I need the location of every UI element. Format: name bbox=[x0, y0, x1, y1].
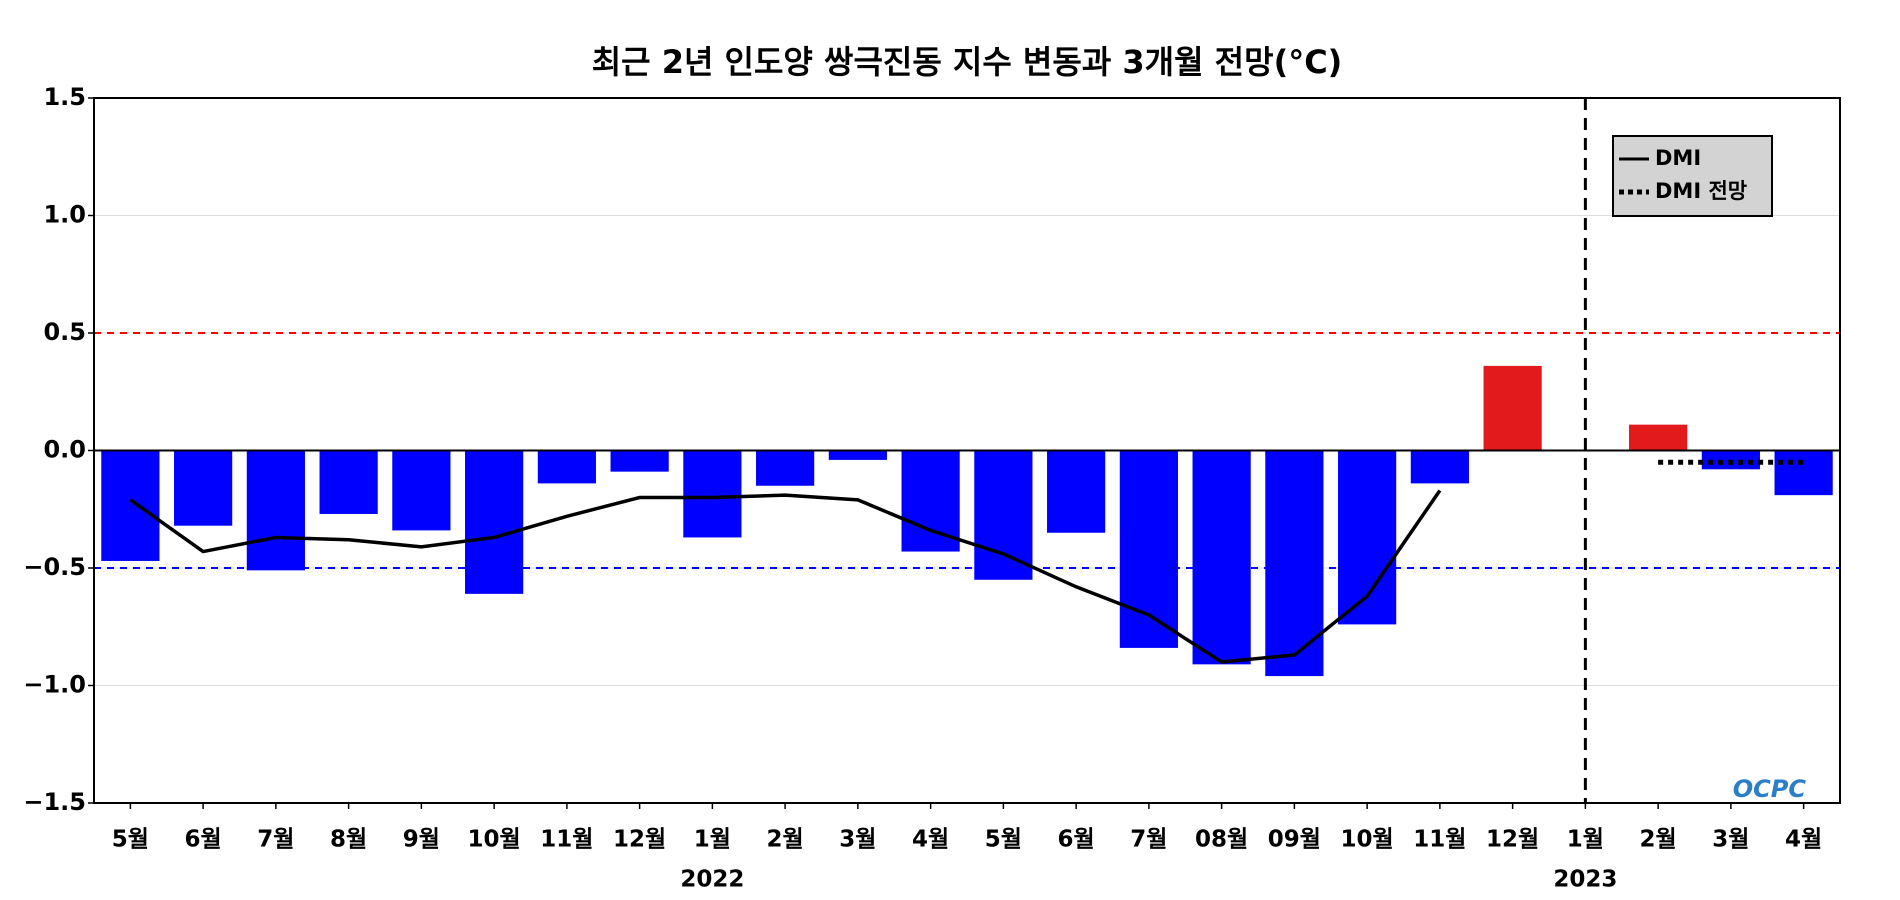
bar bbox=[974, 450, 1033, 580]
bar bbox=[1047, 450, 1106, 533]
bar bbox=[392, 450, 451, 531]
x-tick-label: 2월 bbox=[767, 827, 804, 853]
x-tick-label: 09월 bbox=[1268, 827, 1321, 853]
x-tick-label: 4월 bbox=[1785, 827, 1822, 853]
year-label: 2023 bbox=[1553, 867, 1617, 893]
x-tick-label: 1월 bbox=[694, 827, 731, 853]
x-tick-label: 10월 bbox=[468, 827, 521, 853]
y-tick-label: 0.0 bbox=[43, 436, 86, 464]
line-series bbox=[129, 489, 1442, 664]
legend-label: DMI 전망 bbox=[1655, 179, 1747, 203]
bar bbox=[101, 450, 160, 561]
x-tick-label: 1월 bbox=[1567, 827, 1604, 853]
x-tick-label: 7월 bbox=[257, 827, 294, 853]
bar bbox=[537, 450, 596, 484]
x-tick-label: 4월 bbox=[912, 827, 949, 853]
chart-title: 최근 2년 인도양 쌍극진동 지수 변동과 3개월 전망(°C) bbox=[592, 43, 1343, 81]
bar bbox=[1483, 365, 1542, 451]
bar bbox=[610, 450, 669, 472]
bar bbox=[683, 450, 742, 538]
y-tick-label: 1.5 bbox=[43, 83, 86, 111]
bar bbox=[1192, 450, 1251, 665]
bar bbox=[1119, 450, 1178, 648]
plot-frame bbox=[93, 97, 1841, 804]
y-tick-label: −1.0 bbox=[23, 671, 86, 699]
bar bbox=[465, 450, 524, 594]
x-tick-label: 11월 bbox=[540, 827, 593, 853]
watermark: OCPC bbox=[1733, 775, 1807, 803]
x-tick-label: 11월 bbox=[1413, 827, 1466, 853]
legend-label: DMI bbox=[1655, 146, 1701, 170]
x-tick-label: 2월 bbox=[1640, 827, 1677, 853]
y-tick-label: −0.5 bbox=[23, 553, 86, 581]
y-tick-label: 0.5 bbox=[43, 318, 86, 346]
legend-box bbox=[1612, 135, 1773, 217]
bar bbox=[756, 450, 815, 486]
x-tick-label: 7월 bbox=[1130, 827, 1167, 853]
year-label: 2022 bbox=[680, 867, 744, 893]
x-tick-label: 5월 bbox=[985, 827, 1022, 853]
x-tick-label: 9월 bbox=[403, 827, 440, 853]
bar bbox=[1410, 450, 1469, 484]
bar bbox=[246, 450, 305, 571]
bar bbox=[174, 450, 233, 526]
x-tick-label: 12월 bbox=[1486, 827, 1539, 853]
x-tick-label: 8월 bbox=[330, 827, 367, 853]
y-tick-label: 1.0 bbox=[43, 201, 86, 229]
x-tick-label: 3월 bbox=[1712, 827, 1749, 853]
bar bbox=[1265, 450, 1324, 677]
x-tick-label: 5월 bbox=[112, 827, 149, 853]
bar bbox=[828, 450, 887, 460]
y-tick-label: −1.5 bbox=[23, 788, 86, 816]
bar bbox=[319, 450, 378, 514]
x-tick-label: 6월 bbox=[185, 827, 222, 853]
x-tick-label: 12월 bbox=[613, 827, 666, 853]
bar bbox=[901, 450, 960, 552]
x-tick-label: 6월 bbox=[1058, 827, 1095, 853]
x-tick-label: 3월 bbox=[839, 827, 876, 853]
bar bbox=[1774, 450, 1833, 496]
x-tick-label: 08월 bbox=[1195, 827, 1248, 853]
bar bbox=[1629, 424, 1688, 451]
x-tick-label: 10월 bbox=[1341, 827, 1394, 853]
